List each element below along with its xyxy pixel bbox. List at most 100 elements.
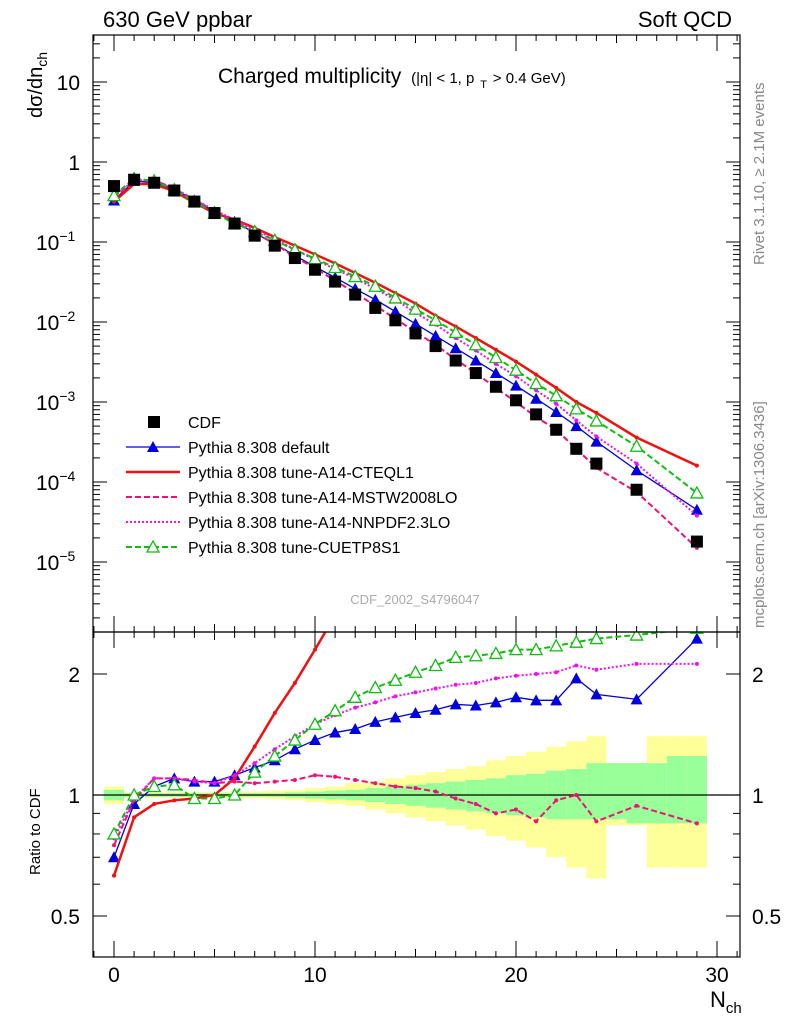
ratio-marker bbox=[388, 672, 403, 686]
y-tick-label: 1 bbox=[68, 152, 80, 175]
y-tick-label: 10−2 bbox=[36, 308, 76, 335]
ratio-marker bbox=[570, 672, 583, 684]
data-point bbox=[429, 340, 442, 353]
ratio-marker bbox=[413, 690, 418, 695]
ratio-marker bbox=[252, 744, 257, 749]
legend-label: Pythia 8.308 tune-A14-MSTW2008LO bbox=[188, 490, 457, 507]
ratio-marker bbox=[152, 776, 157, 781]
ratio-marker bbox=[232, 779, 237, 784]
top-axis-ticks: 10 1 10−1 10−2 10−3 10−4 10−5 0 10 20 30 bbox=[36, 35, 740, 987]
ratio-marker bbox=[353, 777, 358, 782]
ratio-marker bbox=[106, 826, 122, 840]
series-line bbox=[113, 180, 698, 511]
green-band-bin bbox=[666, 756, 687, 824]
title-main: Charged multiplicity bbox=[218, 65, 402, 88]
ratio-marker bbox=[695, 409, 699, 413]
ratio-marker bbox=[589, 632, 604, 645]
ratio-y-axis-label: Ratio to CDF bbox=[27, 788, 44, 875]
series-marker bbox=[409, 317, 422, 329]
header-left: 630 GeV ppbar bbox=[103, 7, 252, 32]
ratio-tick-label: 2 bbox=[752, 664, 764, 687]
ratio-marker bbox=[272, 710, 277, 715]
data-point bbox=[108, 180, 120, 193]
y-tick-label: 10 bbox=[57, 72, 80, 95]
series-marker bbox=[630, 464, 643, 476]
chart-title: Charged multiplicity (|η| < 1, p T > 0.4… bbox=[218, 65, 566, 93]
ratio-marker bbox=[428, 658, 443, 672]
ratio-marker bbox=[488, 646, 503, 660]
y-axis-label: dσ/dnch bbox=[25, 52, 50, 118]
series-marker bbox=[510, 379, 522, 391]
ratio-marker bbox=[132, 815, 137, 820]
series-marker bbox=[348, 269, 363, 283]
x-axis-label: Nch bbox=[710, 987, 742, 1017]
green-band-bin bbox=[606, 763, 627, 820]
data-point bbox=[570, 442, 583, 455]
ratio-marker bbox=[629, 632, 644, 641]
rivet-version-label: Rivet 3.1.10, ≥ 2.1M events bbox=[751, 83, 768, 266]
ratio-marker bbox=[448, 650, 463, 664]
title-cut-pt-sub: T bbox=[480, 79, 487, 91]
ratio-marker bbox=[408, 664, 423, 678]
y-tick-label: 10−3 bbox=[36, 388, 76, 415]
green-band-bin bbox=[465, 779, 486, 812]
ratio-marker bbox=[530, 694, 543, 706]
ratio-marker bbox=[514, 673, 518, 678]
ratio-marker bbox=[309, 734, 321, 746]
ratio-marker bbox=[227, 787, 242, 801]
series-marker bbox=[589, 413, 604, 427]
ratio-marker bbox=[292, 777, 297, 782]
series-marker bbox=[574, 418, 579, 423]
data-points-layer bbox=[108, 173, 703, 548]
ratio-marker bbox=[554, 798, 559, 803]
ratio-marker bbox=[252, 781, 257, 786]
ratio-marker bbox=[313, 773, 317, 778]
ratio-marker bbox=[152, 801, 157, 806]
y-tick-label: 10−1 bbox=[36, 228, 76, 255]
mcplots-label: mcplots.cern.ch [arXiv:1306.3436] bbox=[751, 401, 768, 628]
series-marker bbox=[488, 350, 503, 364]
series-marker bbox=[694, 513, 699, 518]
series-marker bbox=[388, 290, 403, 304]
ratio-marker bbox=[574, 793, 579, 797]
legend-marker bbox=[148, 416, 160, 428]
data-point bbox=[188, 195, 201, 208]
data-point bbox=[248, 229, 261, 242]
ratio-marker bbox=[634, 661, 639, 666]
ratio-marker bbox=[167, 777, 182, 791]
data-point bbox=[369, 301, 382, 314]
ratio-marker bbox=[373, 781, 378, 786]
ratio-marker bbox=[468, 648, 483, 662]
series-marker bbox=[508, 362, 524, 376]
green-band-bin bbox=[586, 763, 607, 820]
ratio-marker bbox=[207, 791, 222, 805]
legend-marker bbox=[147, 441, 159, 452]
ratio-marker bbox=[493, 676, 498, 681]
ratio-marker bbox=[694, 821, 699, 826]
series-marker bbox=[570, 420, 583, 432]
ratio-marker bbox=[414, 534, 418, 538]
ratio-marker bbox=[247, 764, 262, 778]
ratio-marker bbox=[694, 661, 699, 666]
data-point bbox=[690, 535, 703, 548]
ratio-marker bbox=[348, 689, 363, 703]
series-marker bbox=[689, 485, 704, 499]
ratio-marker bbox=[389, 711, 402, 723]
data-point bbox=[268, 239, 281, 252]
ratio-marker bbox=[333, 613, 337, 617]
series-marker bbox=[389, 305, 402, 317]
ratio-marker bbox=[554, 448, 558, 452]
header-right: Soft QCD bbox=[638, 7, 732, 32]
ratio-marker bbox=[574, 439, 578, 443]
series-marker bbox=[629, 438, 644, 452]
title-cut-pt: > 0.4 GeV) bbox=[493, 70, 566, 87]
y-tick-label: 10−5 bbox=[36, 548, 76, 575]
data-point bbox=[630, 483, 643, 496]
ratio-marker bbox=[329, 726, 342, 738]
data-point bbox=[530, 408, 543, 421]
ratio-marker bbox=[333, 774, 338, 779]
ratio-marker bbox=[554, 670, 559, 675]
data-point bbox=[228, 217, 241, 230]
ratio-marker bbox=[413, 786, 418, 791]
data-point bbox=[309, 263, 321, 276]
